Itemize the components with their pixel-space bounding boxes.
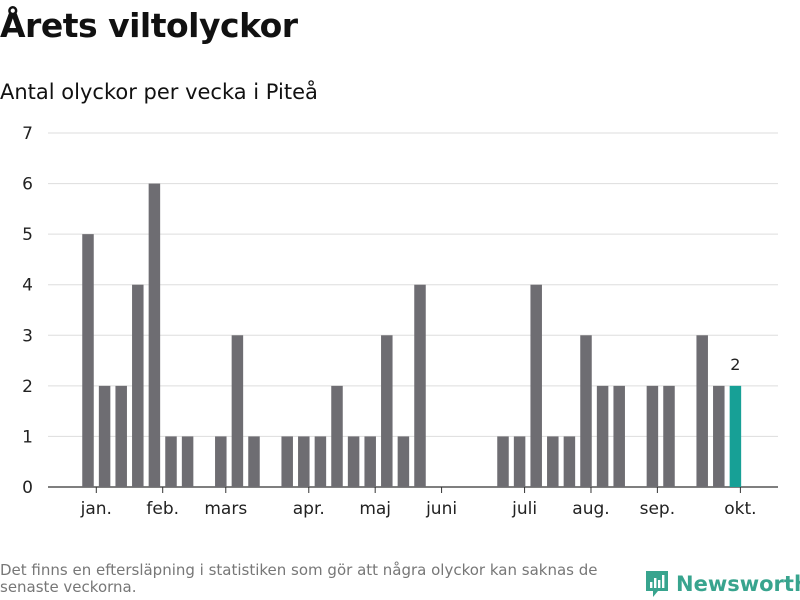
y-tick-label: 7 xyxy=(22,124,33,144)
bar xyxy=(364,436,376,487)
bar xyxy=(381,335,393,487)
bars xyxy=(82,183,742,488)
y-tick-label: 0 xyxy=(22,478,33,498)
bar xyxy=(98,385,111,487)
highlight-bar-label: 2 xyxy=(730,355,740,374)
bar xyxy=(513,436,526,487)
x-tick-label: mars xyxy=(204,499,247,519)
bar xyxy=(497,436,509,487)
bar xyxy=(215,436,227,487)
bar xyxy=(596,385,609,487)
highlight-bar xyxy=(729,385,742,487)
bar xyxy=(132,284,144,487)
brand-logo: Newsworthy xyxy=(644,568,800,600)
y-tick-label: 5 xyxy=(22,225,33,245)
x-tick-label: apr. xyxy=(293,499,325,519)
x-tick-label: aug. xyxy=(572,499,609,519)
bar xyxy=(563,436,576,487)
bar xyxy=(530,284,542,487)
bar xyxy=(331,385,343,487)
y-tick-label: 4 xyxy=(22,276,33,296)
bar xyxy=(82,234,94,487)
y-tick-label: 2 xyxy=(22,377,33,397)
bar xyxy=(248,436,260,487)
bar xyxy=(181,436,194,487)
footnote: Det finns en eftersläpning i statistiken… xyxy=(0,561,598,596)
bar xyxy=(231,335,244,487)
bar xyxy=(414,284,426,487)
newsworthy-logo-icon xyxy=(646,571,668,597)
x-tick-label: maj xyxy=(359,499,391,519)
x-tick-label: sep. xyxy=(640,499,676,519)
x-tick-label: feb. xyxy=(146,499,179,519)
bar-chart: 0 1 2 3 4 5 6 7 jan. feb. mars apr. maj juni juli aug.… xyxy=(22,124,778,519)
chart-title: Årets viltolyckor xyxy=(0,6,298,45)
bar xyxy=(580,335,592,487)
bar xyxy=(713,385,725,487)
brand-name: Newsworthy xyxy=(676,572,800,596)
x-tick-label: jan. xyxy=(80,499,112,519)
x-tick-label: okt. xyxy=(724,499,756,519)
y-axis-ticks: 0 1 2 3 4 5 6 7 xyxy=(22,124,33,498)
bar xyxy=(148,183,161,488)
x-tick-label: juni xyxy=(425,499,457,519)
bar xyxy=(397,436,410,487)
bar xyxy=(347,436,360,487)
y-tick-label: 6 xyxy=(22,175,33,195)
y-tick-label: 1 xyxy=(22,427,33,447)
bar xyxy=(281,436,293,487)
x-tick-label: juli xyxy=(511,499,537,519)
y-tick-label: 3 xyxy=(22,326,33,346)
bar xyxy=(165,436,177,487)
bar xyxy=(298,436,310,487)
chart-subtitle: Antal olyckor per vecka i Piteå xyxy=(0,80,318,104)
bar xyxy=(314,436,327,487)
bar xyxy=(115,385,127,487)
x-axis-ticks: jan. feb. mars apr. maj juni juli aug. sep. okt. xyxy=(80,487,757,519)
bar xyxy=(547,436,559,487)
bar xyxy=(613,385,625,487)
bar xyxy=(646,385,659,487)
bar xyxy=(663,385,675,487)
bar-labels: 2 xyxy=(730,355,740,374)
bar xyxy=(696,335,708,487)
